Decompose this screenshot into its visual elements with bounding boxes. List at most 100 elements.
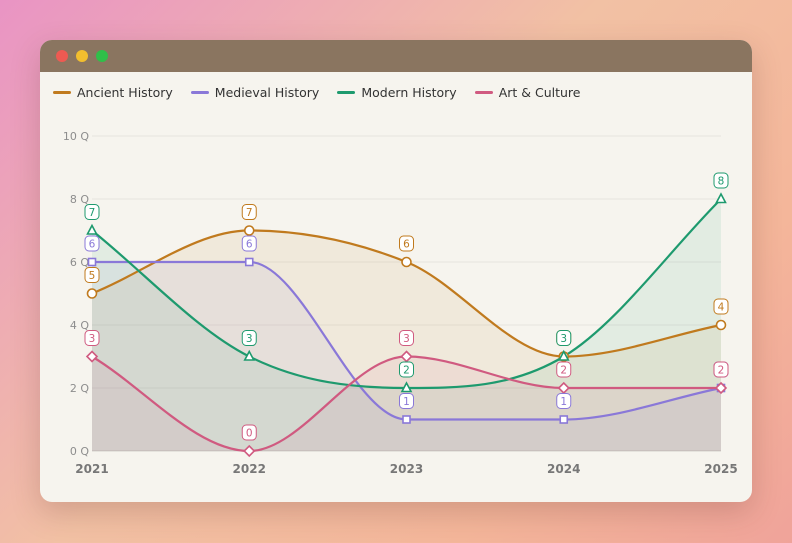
legend-swatch: [337, 90, 356, 94]
data-label-box: [399, 235, 414, 252]
legend-swatch: [474, 90, 493, 94]
y-tick-label: 8 Q: [70, 193, 89, 206]
data-label-box: [84, 235, 100, 252]
legend-item-modern-history[interactable]: Modern History: [337, 84, 457, 100]
ancient-history-point: [86, 288, 98, 299]
data-label-value: 6: [89, 239, 96, 251]
data-label-value: 7: [89, 207, 96, 219]
y-tick-label: 10 Q: [63, 130, 89, 143]
modern-history-point: [243, 349, 256, 361]
x-tick-label: 2025: [704, 462, 737, 476]
art-and-culture-point: [714, 381, 728, 395]
art-and-culture-point: [85, 350, 99, 363]
modern-history-point: [86, 223, 98, 235]
data-label-box: [399, 330, 414, 346]
modern-history-data-label: 3: [556, 330, 572, 346]
data-label-value: 2: [403, 365, 410, 377]
data-label-box: [241, 330, 257, 346]
data-label-box: [241, 204, 257, 220]
legend-swatch: [190, 90, 209, 94]
ancient-history-point: [715, 319, 727, 331]
art-and-culture-point: [243, 444, 256, 458]
modern-history-data-label: 8: [713, 172, 729, 189]
medieval-history-point: [87, 257, 97, 267]
legend-item-art-and-culture[interactable]: Art & Culture: [474, 84, 581, 100]
ancient-history-data-label: 6: [399, 235, 414, 252]
legend-item-medieval-history[interactable]: Medieval History: [190, 84, 320, 100]
maximize-icon[interactable]: [96, 50, 108, 62]
data-label-value: 3: [89, 333, 96, 345]
ancient-history-point: [401, 256, 412, 268]
data-label-box: [713, 361, 729, 378]
x-tick-label: 2022: [233, 462, 266, 476]
data-label-value: 2: [718, 365, 725, 377]
art-and-culture-data-label: 0: [241, 424, 257, 441]
data-label-box: [399, 393, 414, 409]
legend-label: Medieval History: [214, 84, 320, 100]
minimize-icon[interactable]: [76, 50, 88, 62]
legend-label: Modern History: [361, 84, 457, 100]
medieval-history-line: [92, 260, 722, 421]
medieval-history-point: [402, 415, 411, 424]
modern-history-data-label: 7: [84, 204, 100, 220]
data-label-value: 1: [403, 396, 410, 408]
data-label-box: [713, 298, 729, 315]
data-label-value: 1: [560, 396, 567, 408]
data-label-box: [84, 330, 100, 346]
data-label-box: [556, 330, 572, 346]
medieval-history-data-label: 1: [556, 393, 572, 409]
y-tick-label: 6 Q: [70, 256, 89, 269]
data-label-value: 6: [246, 239, 253, 251]
art-and-culture-data-label: 3: [399, 330, 414, 346]
y-tick-label: 4 Q: [70, 319, 89, 332]
x-tick-label: 2023: [390, 462, 423, 476]
legend-label: Art & Culture: [498, 84, 581, 100]
ancient-history-data-label: 4: [713, 298, 729, 315]
data-label-value: 3: [403, 333, 410, 345]
medieval-history-data-label: 1: [399, 393, 414, 409]
medieval-history-point: [559, 415, 569, 424]
close-icon[interactable]: [56, 50, 68, 62]
data-label-value: 6: [403, 239, 410, 251]
data-label-box: [84, 204, 100, 220]
modern-history-data-label: 2: [399, 361, 414, 378]
window-titlebar: [40, 40, 752, 72]
y-tick-label: 0 Q: [70, 445, 89, 458]
modern-history-point: [715, 192, 727, 204]
medieval-history-data-label: 6: [241, 235, 257, 252]
data-label-value: 4: [718, 302, 725, 314]
data-label-box: [241, 235, 257, 252]
x-tick-label: 2021: [75, 462, 108, 476]
legend-item-ancient-history[interactable]: Ancient History: [53, 85, 173, 100]
legend-swatch: [53, 90, 71, 94]
data-label-box: [241, 424, 257, 441]
x-tick-label: 2024: [547, 462, 580, 476]
modern-history-point: [557, 349, 570, 361]
data-label-value: 2: [560, 365, 567, 377]
art-and-culture-data-label: 3: [84, 330, 100, 346]
data-label-box: [556, 393, 572, 409]
legend-label: Ancient History: [77, 84, 173, 100]
data-label-box: [713, 172, 729, 189]
ancient-history-data-label: 7: [241, 204, 257, 220]
data-label-box: [84, 267, 100, 283]
data-label-value: 3: [246, 333, 253, 345]
data-label-value: 7: [246, 207, 253, 219]
data-label-box: [556, 361, 572, 378]
data-label-value: 0: [246, 428, 253, 440]
modern-history-point: [400, 381, 413, 393]
data-label-value: 5: [89, 270, 96, 282]
ancient-history-point: [243, 225, 255, 236]
medieval-history-data-label: 6: [84, 235, 100, 252]
medieval-history-point: [244, 257, 254, 267]
ancient-history-data-label: 5: [84, 267, 100, 283]
modern-history-data-label: 3: [241, 330, 257, 346]
data-label-value: 3: [560, 333, 567, 345]
art-and-culture-data-label: 2: [713, 361, 729, 378]
y-tick-label: 2 Q: [70, 382, 89, 395]
data-label-box: [399, 361, 414, 378]
medieval-history-area: [92, 262, 721, 451]
data-label-value: 8: [718, 176, 725, 188]
